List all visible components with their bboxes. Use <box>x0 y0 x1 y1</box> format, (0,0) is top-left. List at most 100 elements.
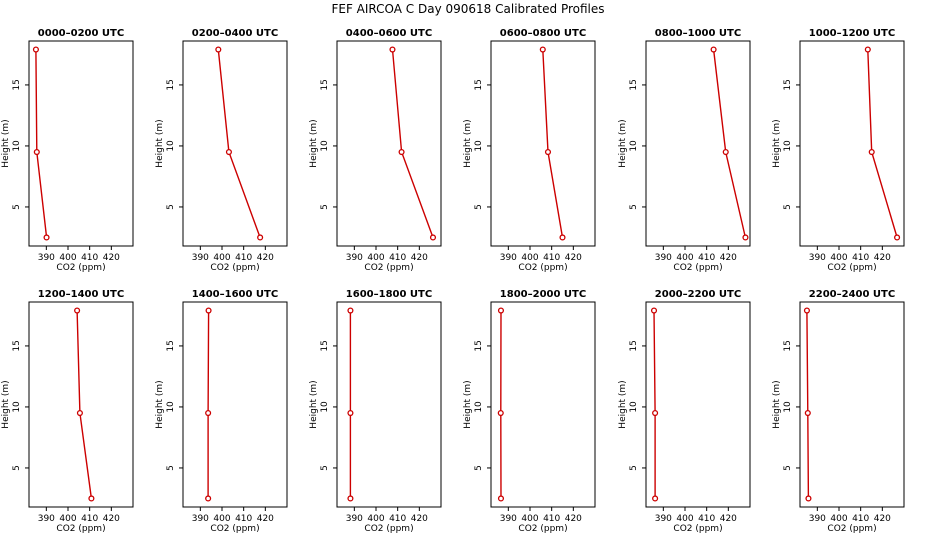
x-axis-label: CO2 (ppm) <box>518 524 567 534</box>
x-tick-label: 400 <box>213 253 230 263</box>
y-axis-label: Height (m) <box>155 380 165 428</box>
data-point <box>205 307 212 314</box>
y-axis-label: Height (m) <box>1 119 11 167</box>
data-point <box>497 307 505 314</box>
y-axis-label: Height (m) <box>618 119 628 167</box>
y-tick-label: 10 <box>629 140 639 152</box>
data-point <box>539 46 546 53</box>
x-tick-label: 410 <box>852 514 869 524</box>
data-point <box>205 495 212 502</box>
x-tick-label: 390 <box>192 253 209 263</box>
x-tick-label: 390 <box>38 253 55 263</box>
panel-title: 1800–2000 UTC <box>500 289 586 300</box>
x-tick-label: 420 <box>874 253 891 263</box>
y-tick-label: 10 <box>320 401 330 413</box>
data-point <box>805 495 812 502</box>
plot-frame <box>645 40 751 247</box>
x-tick-label: 400 <box>830 514 847 524</box>
y-tick-label: 10 <box>783 401 793 413</box>
data-point <box>864 46 871 53</box>
y-tick-label: 5 <box>783 465 793 471</box>
data-point <box>710 46 717 53</box>
x-tick-label: 410 <box>81 514 98 524</box>
data-point <box>652 495 659 502</box>
data-point <box>497 495 505 502</box>
x-tick-label: 400 <box>367 253 384 263</box>
x-axis-label: CO2 (ppm) <box>673 263 722 273</box>
y-axis-label: Height (m) <box>463 119 473 167</box>
y-tick-label: 10 <box>474 401 484 413</box>
data-point <box>43 234 50 241</box>
y-axis-label: Height (m) <box>772 380 782 428</box>
plot-frame <box>336 301 442 508</box>
y-tick-label: 15 <box>166 340 176 351</box>
x-tick-label: 420 <box>257 514 274 524</box>
x-tick-label: 410 <box>81 253 98 263</box>
x-tick-label: 420 <box>103 514 120 524</box>
x-tick-label: 390 <box>346 514 363 524</box>
x-tick-label: 400 <box>521 514 538 524</box>
x-axis-label: CO2 (ppm) <box>673 524 722 534</box>
data-point <box>868 148 875 156</box>
y-axis-label: Height (m) <box>309 380 319 428</box>
panel-title: 0800–1000 UTC <box>655 28 741 39</box>
panel-title: 1000–1200 UTC <box>809 28 895 39</box>
y-tick-label: 10 <box>474 140 484 152</box>
y-tick-label: 10 <box>629 401 639 413</box>
x-tick-label: 410 <box>698 253 715 263</box>
x-tick-label: 410 <box>235 253 252 263</box>
panel-title: 0000–0200 UTC <box>38 28 124 39</box>
y-tick-label: 15 <box>783 79 793 90</box>
x-tick-label: 390 <box>346 253 363 263</box>
x-tick-label: 420 <box>411 253 428 263</box>
y-tick-label: 5 <box>166 204 176 210</box>
data-point <box>389 46 396 53</box>
data-point <box>497 409 504 417</box>
plot-frame <box>490 40 596 247</box>
data-point <box>32 46 39 53</box>
x-tick-label: 400 <box>521 253 538 263</box>
x-tick-label: 420 <box>565 514 582 524</box>
x-tick-label: 420 <box>565 253 582 263</box>
data-point <box>76 409 83 417</box>
data-point <box>722 148 729 156</box>
x-tick-label: 390 <box>809 253 826 263</box>
data-point <box>544 148 552 156</box>
y-tick-label: 5 <box>783 204 793 210</box>
data-point <box>650 307 658 314</box>
y-tick-label: 15 <box>629 79 639 90</box>
data-point <box>225 148 232 156</box>
x-tick-label: 400 <box>59 514 76 524</box>
x-axis-label: CO2 (ppm) <box>827 524 876 534</box>
y-tick-label: 15 <box>629 340 639 351</box>
x-tick-label: 420 <box>257 253 274 263</box>
x-tick-label: 390 <box>500 253 517 263</box>
figure-title: FEF AIRCOA C Day 090618 Calibrated Profi… <box>331 2 604 16</box>
data-point <box>804 409 811 417</box>
data-point <box>398 148 405 156</box>
x-axis-label: CO2 (ppm) <box>364 263 413 273</box>
y-tick-label: 15 <box>474 79 484 90</box>
y-tick-label: 10 <box>12 140 22 152</box>
y-tick-label: 10 <box>783 140 793 152</box>
plot-frame <box>645 301 751 508</box>
y-tick-label: 10 <box>166 401 176 413</box>
x-tick-label: 400 <box>676 514 693 524</box>
plot-frame <box>182 301 288 508</box>
panel-title: 2000–2200 UTC <box>655 289 741 300</box>
x-tick-label: 400 <box>213 514 230 524</box>
plot-frame <box>182 40 288 247</box>
panel-title: 1400–1600 UTC <box>192 289 278 300</box>
x-tick-label: 420 <box>411 514 428 524</box>
y-tick-label: 15 <box>320 340 330 351</box>
y-tick-label: 10 <box>166 140 176 152</box>
y-tick-label: 5 <box>12 465 22 471</box>
y-tick-label: 15 <box>320 79 330 90</box>
panel-title: 0200–0400 UTC <box>192 28 278 39</box>
x-axis-label: CO2 (ppm) <box>364 524 413 534</box>
y-tick-label: 5 <box>320 465 330 471</box>
